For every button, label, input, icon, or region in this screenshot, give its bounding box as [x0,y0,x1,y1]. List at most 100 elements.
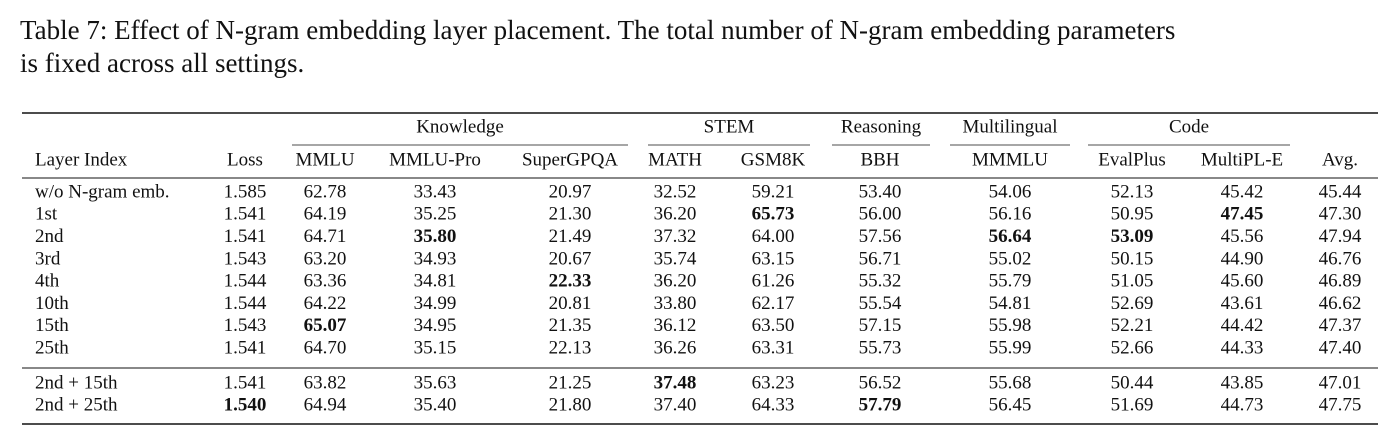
cell: 56.64 [989,226,1032,247]
cell: 65.73 [752,204,795,225]
cell: 55.68 [989,372,1032,393]
cell: 1.541 [224,372,267,393]
cell: 63.31 [752,337,795,358]
column-header: SuperGPQA [522,149,618,170]
cell: 22.13 [549,337,592,358]
cell: 62.17 [752,293,795,314]
cell: 1st [35,204,58,225]
cell: 54.81 [989,293,1032,314]
cell: 63.82 [304,372,347,393]
column-header: Avg. [1322,149,1358,170]
column-header: EvalPlus [1098,149,1166,170]
cell: 55.32 [859,271,902,292]
cell: 47.37 [1319,315,1362,336]
cell: 52.21 [1111,315,1154,336]
cell: 35.63 [414,372,457,393]
cell: 33.80 [654,293,697,314]
cell: 63.20 [304,248,347,269]
column-header: Layer Index [35,149,128,170]
cell: 50.15 [1111,248,1154,269]
cell: 47.45 [1221,204,1264,225]
cell: 51.69 [1111,394,1154,415]
cell: 43.85 [1221,372,1264,393]
cell: 45.60 [1221,271,1264,292]
cell: 21.30 [549,204,592,225]
cell: 36.20 [654,204,697,225]
cell: 35.25 [414,204,457,225]
cell: 2nd [35,226,64,247]
cell: 47.75 [1319,394,1362,415]
cell: 64.22 [304,293,347,314]
cell: 32.52 [654,181,697,202]
cell: 1.544 [224,293,267,314]
group-header: Code [1169,116,1209,137]
cell: 50.44 [1111,372,1154,393]
cell: 1.541 [224,337,267,358]
cell: 63.50 [752,315,795,336]
cell: 15th [35,315,69,336]
cell: 59.21 [752,181,795,202]
cell: 21.49 [549,226,592,247]
group-header: STEM [704,116,755,137]
cell: 1.544 [224,271,267,292]
cell: 56.52 [859,372,902,393]
cell: 44.42 [1221,315,1264,336]
cell: 64.00 [752,226,795,247]
cell: 4th [35,271,60,292]
cell: 55.02 [989,248,1032,269]
cell: 57.15 [859,315,902,336]
column-header: MMLU [295,149,354,170]
cell: 56.16 [989,204,1032,225]
cell: 35.15 [414,337,457,358]
cell: 46.89 [1319,271,1362,292]
cell: 65.07 [304,315,347,336]
cell: 37.48 [654,372,697,393]
column-header: Loss [227,149,263,170]
cell: 46.76 [1319,248,1362,269]
cell: 52.66 [1111,337,1154,358]
cell: 52.13 [1111,181,1154,202]
cell: 62.78 [304,181,347,202]
cell: 21.35 [549,315,592,336]
cell: 57.56 [859,226,902,247]
cell: 37.32 [654,226,697,247]
cell: 1.543 [224,248,267,269]
cell: 20.97 [549,181,592,202]
cell: 63.15 [752,248,795,269]
cell: 45.42 [1221,181,1264,202]
cell: 1.543 [224,315,267,336]
cell: 34.93 [414,248,457,269]
cell: 53.40 [859,181,902,202]
cell: 46.62 [1319,293,1362,314]
cell: 61.26 [752,271,795,292]
cell: 53.09 [1111,226,1154,247]
cell: w/o N-gram emb. [35,181,170,202]
cell: 2nd + 25th [35,394,118,415]
cell: 10th [35,293,69,314]
cell: 37.40 [654,394,697,415]
cell: 44.73 [1221,394,1264,415]
cell: 50.95 [1111,204,1154,225]
cell: 64.19 [304,204,347,225]
cell: 1.541 [224,226,267,247]
cell: 64.33 [752,394,795,415]
cell: 21.25 [549,372,592,393]
cell: 36.12 [654,315,697,336]
cell: 57.79 [859,394,902,415]
cell: 44.33 [1221,337,1264,358]
cell: 2nd + 15th [35,372,118,393]
column-header: MATH [648,149,702,170]
cell: 63.36 [304,271,347,292]
cell: 35.74 [654,248,697,269]
cell: 1.541 [224,204,267,225]
cell: 63.23 [752,372,795,393]
cell: 47.01 [1319,372,1362,393]
cell: 35.40 [414,394,457,415]
cell: 20.67 [549,248,592,269]
cell: 64.94 [304,394,347,415]
cell: 22.33 [549,271,592,292]
cell: 55.54 [859,293,902,314]
cell: 64.70 [304,337,347,358]
cell: 20.81 [549,293,592,314]
